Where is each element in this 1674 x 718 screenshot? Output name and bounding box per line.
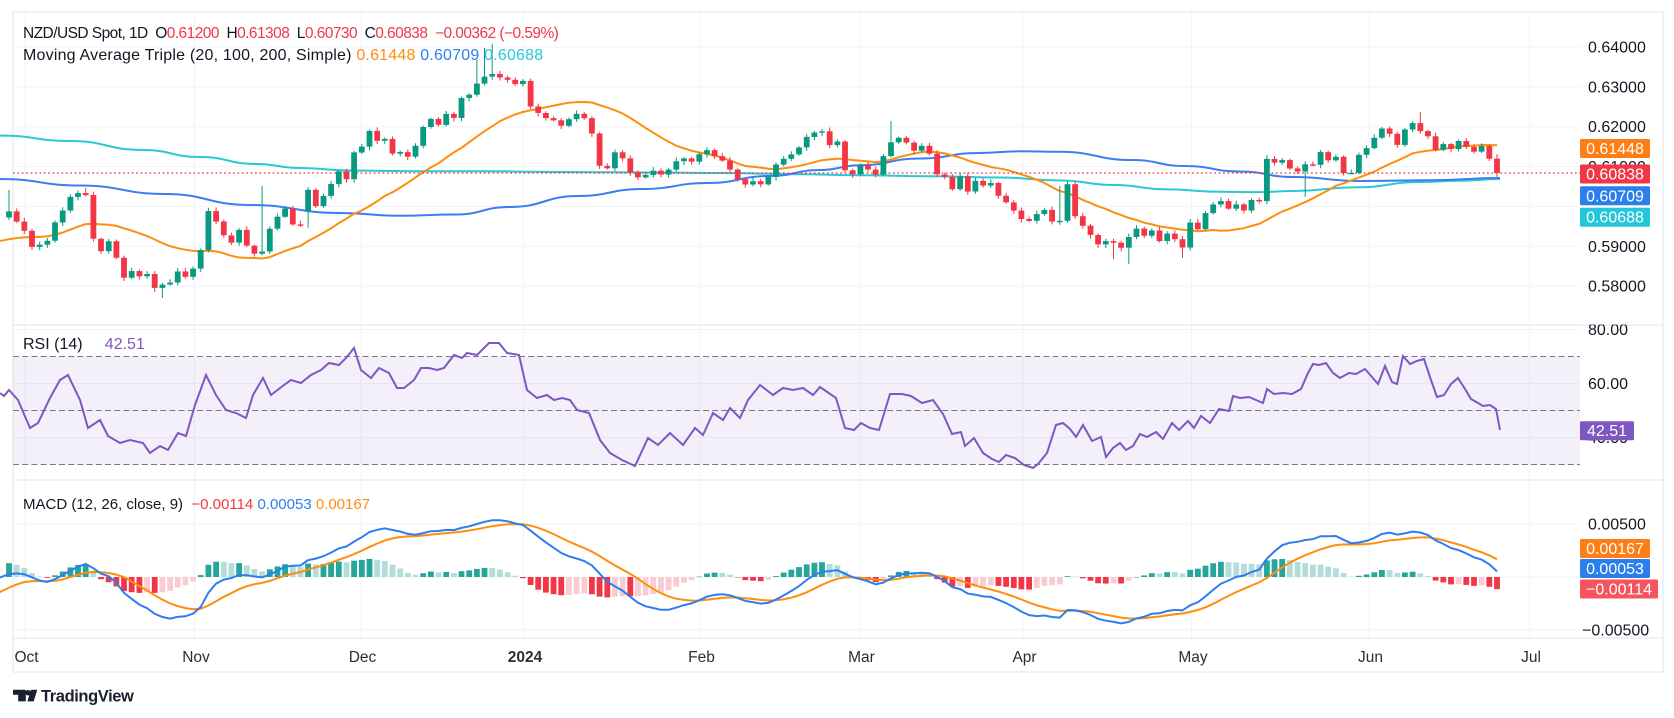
svg-text:42.51: 42.51: [1587, 423, 1627, 440]
svg-text:Apr: Apr: [1012, 649, 1036, 666]
svg-text:80.00: 80.00: [1588, 322, 1628, 339]
svg-text:−0.00114: −0.00114: [1586, 582, 1652, 599]
svg-text:Oct: Oct: [14, 649, 39, 666]
svg-text:RSI (14) 42.51: RSI (14) 42.51: [23, 336, 145, 353]
svg-text:MACD (12, 26, close, 9) −0.00: MACD (12, 26, close, 9) −0.00114 0.00053…: [23, 496, 370, 513]
svg-text:Jun: Jun: [1358, 649, 1383, 666]
svg-text:Dec: Dec: [349, 649, 377, 666]
svg-text:Mar: Mar: [848, 649, 875, 666]
svg-text:0.62000: 0.62000: [1588, 119, 1646, 136]
svg-text:Moving Average Triple (20, 100: Moving Average Triple (20, 100, 200, Sim…: [23, 47, 543, 64]
svg-text:0.00500: 0.00500: [1588, 517, 1646, 534]
svg-text:0.00167: 0.00167: [1586, 541, 1644, 558]
svg-text:60.00: 60.00: [1588, 376, 1628, 393]
svg-text:0.60709: 0.60709: [1586, 188, 1644, 205]
svg-text:0.59000: 0.59000: [1588, 239, 1646, 256]
svg-text:Nov: Nov: [182, 649, 210, 666]
svg-text:TradingView: TradingView: [41, 688, 134, 706]
svg-text:0.60688: 0.60688: [1586, 210, 1644, 227]
svg-text:0.58000: 0.58000: [1588, 279, 1646, 296]
svg-text:2024: 2024: [508, 649, 543, 666]
svg-text:May: May: [1178, 649, 1208, 666]
svg-text:−0.00500: −0.00500: [1582, 623, 1649, 640]
svg-text:0.61448: 0.61448: [1586, 141, 1644, 158]
svg-text:0.63000: 0.63000: [1588, 79, 1646, 96]
svg-text:0.60838: 0.60838: [1586, 167, 1644, 184]
svg-text:0.64000: 0.64000: [1588, 40, 1646, 57]
svg-text:Feb: Feb: [688, 649, 715, 666]
svg-text:0.00053: 0.00053: [1586, 561, 1644, 578]
svg-text:Jul: Jul: [1521, 649, 1541, 666]
svg-text:NZD/USD Spot, 1D O0.61200 H0: NZD/USD Spot, 1D O0.61200 H0.61308 L0.60…: [23, 25, 559, 42]
